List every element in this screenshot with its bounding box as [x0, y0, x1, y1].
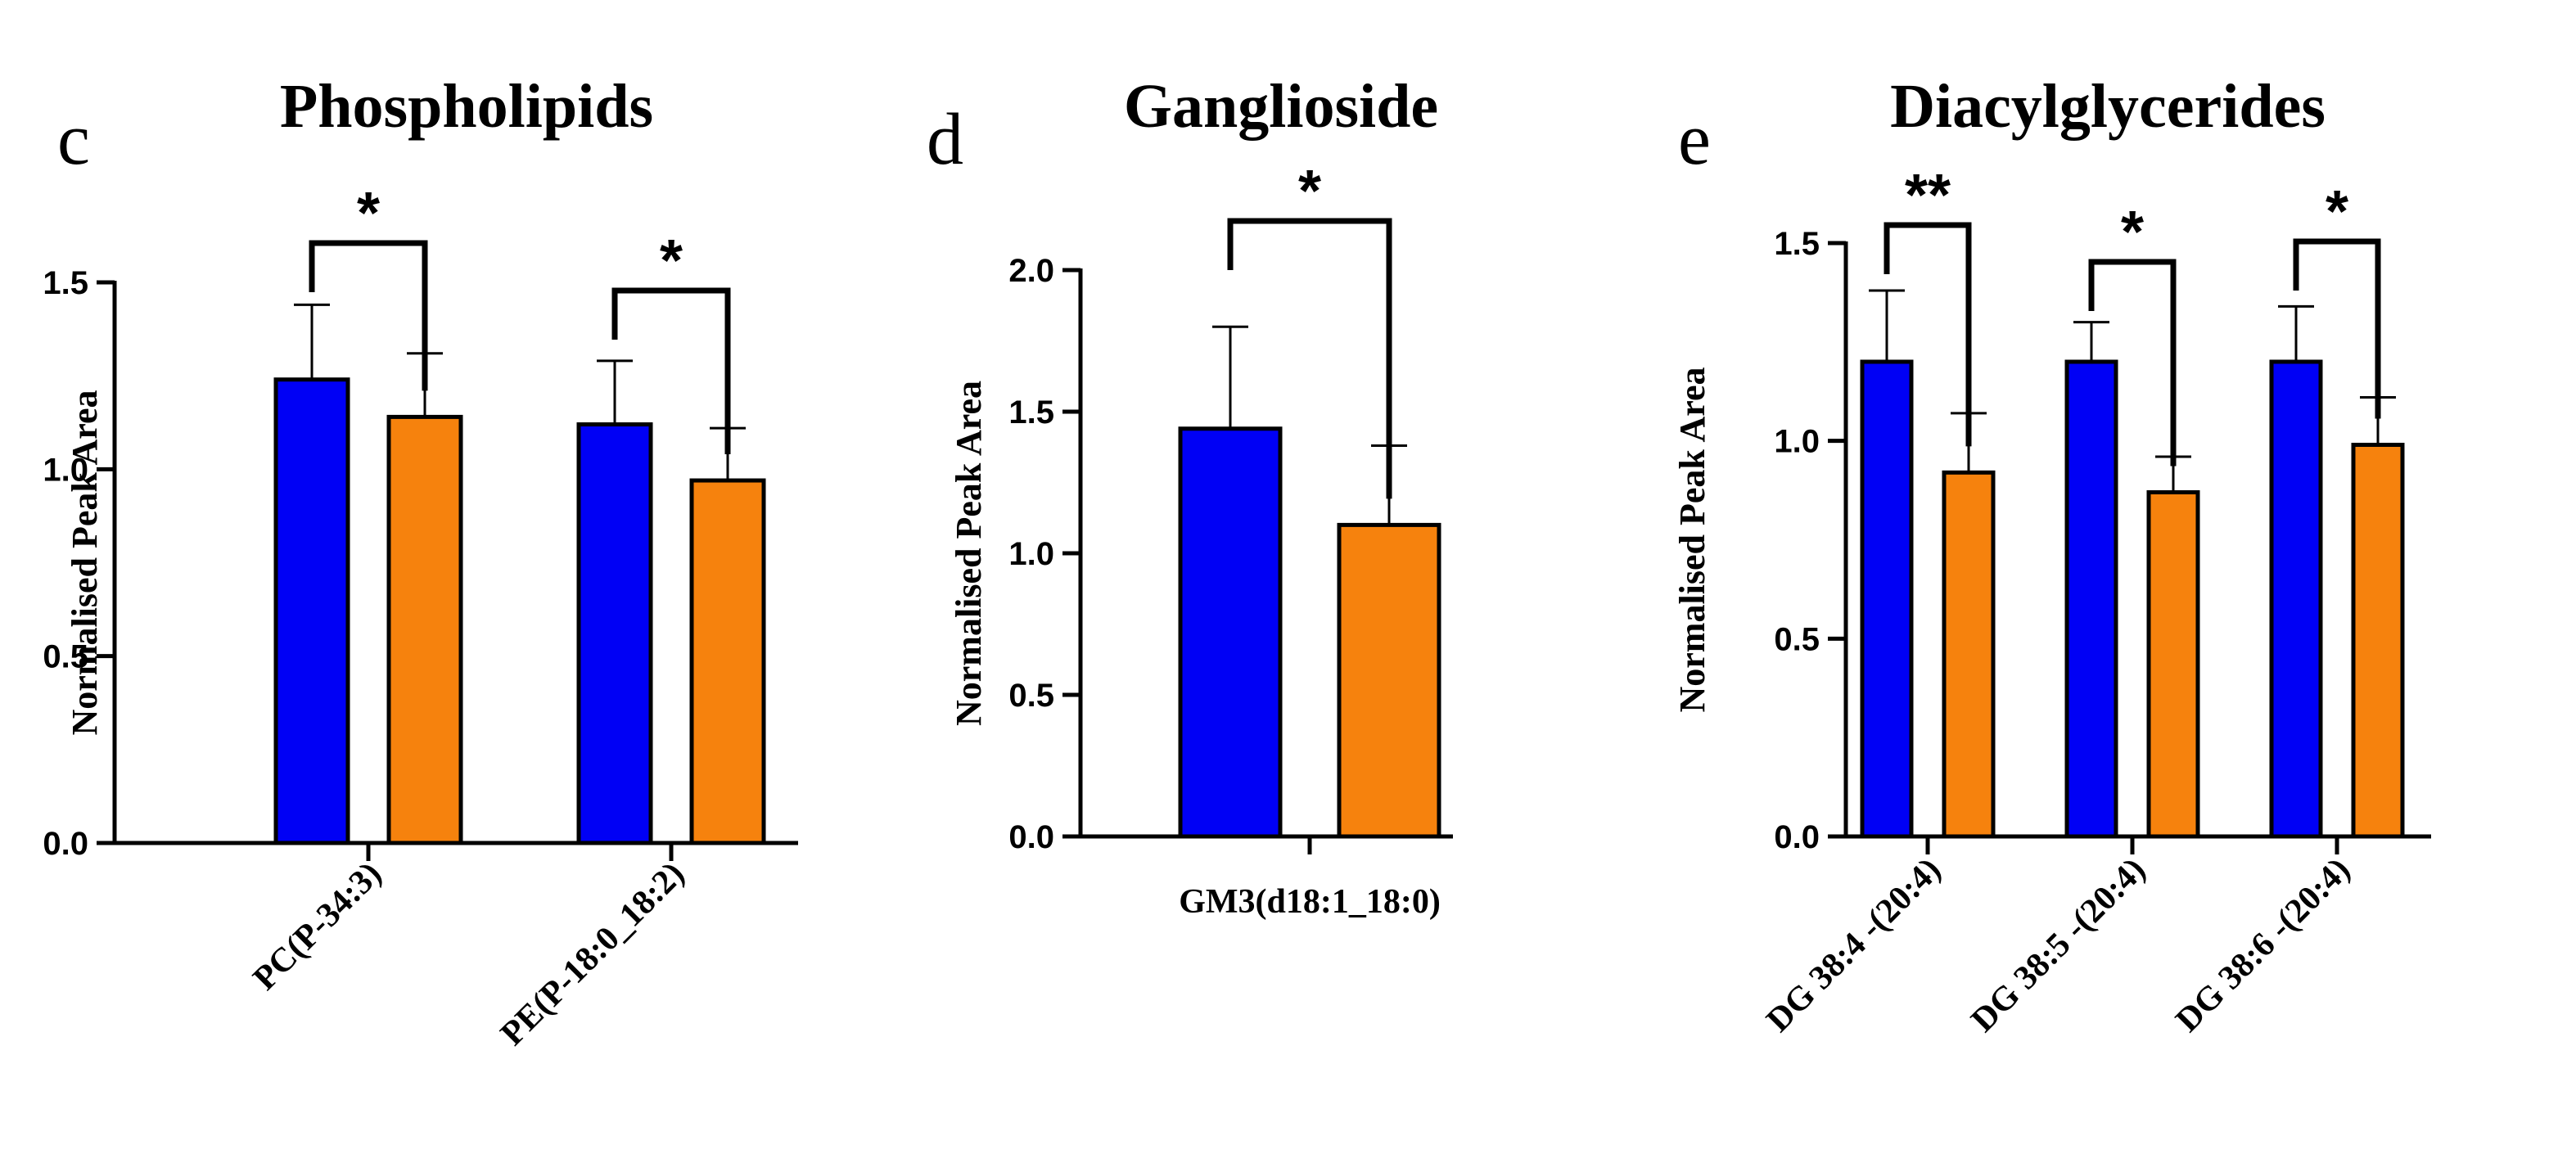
y-tick-label: 1.0: [1008, 536, 1054, 572]
y-tick-label: 2.0: [1008, 253, 1054, 289]
significance-marker: *: [1298, 159, 1321, 224]
x-tick-label: PE(P-18:0_18:2): [494, 855, 692, 1053]
bar-group1: [2064, 359, 2118, 839]
chart-panel-e: Diacylglycerides e Normalised Peak Area 0.0…: [1672, 72, 2431, 1039]
significance-bracket: [1884, 222, 1972, 447]
significance-bracket: [611, 287, 731, 455]
chart-title: Diacylglycerides: [1890, 72, 2326, 141]
y-tick-label: 1.0: [1774, 424, 1820, 460]
chart-panel-d: Ganglioside d Normalised Peak Area 0.0 0.5 1.…: [927, 72, 1453, 921]
bar-group1: [576, 422, 653, 845]
y-tick-label: 1.5: [43, 265, 88, 301]
x-tick-label: PC(P-34:3): [246, 855, 389, 998]
panel-letter: c: [57, 99, 90, 180]
significance-marker: *: [2326, 179, 2348, 245]
significance-bracket: [2088, 259, 2177, 467]
x-tick-label: DG 38:5 -(20:4): [1965, 851, 2153, 1039]
bar-group2: [689, 478, 766, 845]
x-tick-label: DG 38:6 -(20:4): [2169, 851, 2357, 1039]
bar-group1: [1860, 359, 1914, 839]
x-tick-label: DG 38:4 -(20:4): [1760, 851, 1948, 1039]
x-tick-label: GM3(d18:1_18:0): [1179, 883, 1441, 921]
significance-bracket: [1227, 218, 1392, 499]
y-axis-label: Normalised Peak Area: [65, 390, 105, 735]
significance-marker: *: [2121, 200, 2144, 265]
significance-marker: *: [660, 228, 683, 294]
y-tick-label: 0.5: [1774, 621, 1820, 657]
y-tick-label: 0.5: [43, 639, 88, 675]
y-tick-label: 1.0: [43, 452, 88, 488]
y-tick-label: 0.0: [1008, 819, 1054, 855]
bar-group2: [1942, 470, 1996, 839]
bar-group2: [2146, 490, 2200, 839]
y-axis-label: Normalised Peak Area: [1672, 367, 1712, 712]
significance-marker: *: [357, 181, 380, 246]
significance-bracket: [2293, 238, 2381, 419]
bar-group2: [2351, 443, 2405, 839]
panel-letter: e: [1678, 99, 1711, 180]
y-tick-label: 1.5: [1774, 226, 1820, 262]
bar-group2: [386, 414, 463, 845]
chart-title: Ganglioside: [1124, 72, 1438, 141]
bar-group2: [1337, 522, 1441, 839]
bar-group1: [1178, 426, 1283, 839]
y-tick-label: 0.5: [1008, 678, 1054, 714]
bar-group1: [273, 377, 350, 845]
significance-bracket: [309, 240, 428, 391]
y-axis-label: Normalised Peak Area: [949, 381, 989, 726]
panel-letter: d: [927, 99, 963, 180]
bar-group1: [2269, 359, 2323, 839]
y-tick-label: 0.0: [43, 826, 88, 862]
chart-title: Phospholipids: [280, 72, 653, 141]
chart-panel-c: Phospholipids c Normalised Peak Area 0.0 0.5…: [43, 72, 798, 1053]
y-tick-label: 0.0: [1774, 819, 1820, 855]
significance-marker: **: [1905, 163, 1951, 228]
y-tick-label: 1.5: [1008, 394, 1054, 430]
